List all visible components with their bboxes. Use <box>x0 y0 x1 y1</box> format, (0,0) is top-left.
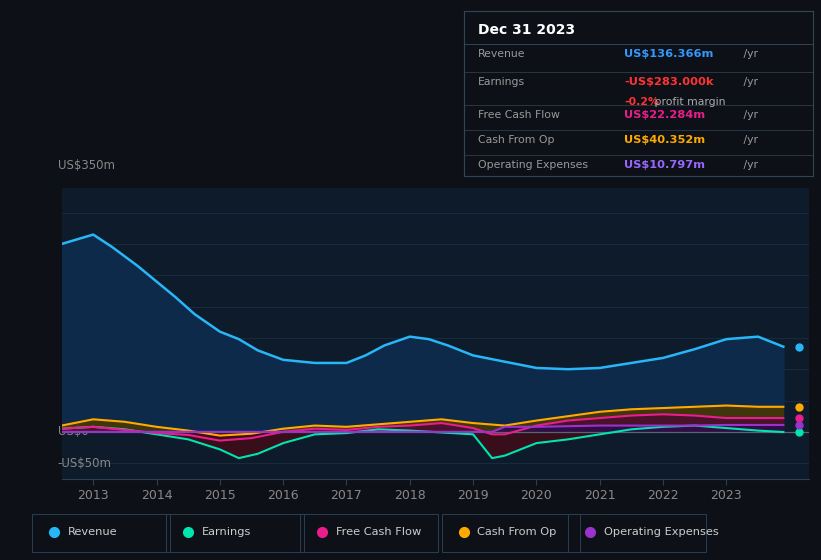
Text: /yr: /yr <box>740 77 758 87</box>
Text: -US$50m: -US$50m <box>57 456 112 470</box>
Text: profit margin: profit margin <box>650 97 725 107</box>
Text: Earnings: Earnings <box>478 77 525 87</box>
Text: Cash From Op: Cash From Op <box>478 135 554 145</box>
Text: -0.2%: -0.2% <box>624 97 659 107</box>
Text: /yr: /yr <box>740 49 758 59</box>
Text: /yr: /yr <box>740 110 758 120</box>
Text: US$350m: US$350m <box>57 158 115 171</box>
Text: US$10.797m: US$10.797m <box>624 160 705 170</box>
Text: -US$283.000k: -US$283.000k <box>624 77 714 87</box>
Text: Operating Expenses: Operating Expenses <box>603 527 718 537</box>
Text: US$40.352m: US$40.352m <box>624 135 705 145</box>
Text: US$22.284m: US$22.284m <box>624 110 705 120</box>
Text: Operating Expenses: Operating Expenses <box>478 160 588 170</box>
Text: Revenue: Revenue <box>67 527 117 537</box>
Text: Earnings: Earnings <box>202 527 251 537</box>
Text: Cash From Op: Cash From Op <box>478 527 557 537</box>
Text: Free Cash Flow: Free Cash Flow <box>336 527 421 537</box>
Text: US$136.366m: US$136.366m <box>624 49 713 59</box>
Text: Revenue: Revenue <box>478 49 525 59</box>
Text: /yr: /yr <box>740 135 758 145</box>
Text: Dec 31 2023: Dec 31 2023 <box>478 23 575 37</box>
Text: US$0: US$0 <box>57 426 89 438</box>
Text: /yr: /yr <box>740 160 758 170</box>
Text: Free Cash Flow: Free Cash Flow <box>478 110 560 120</box>
